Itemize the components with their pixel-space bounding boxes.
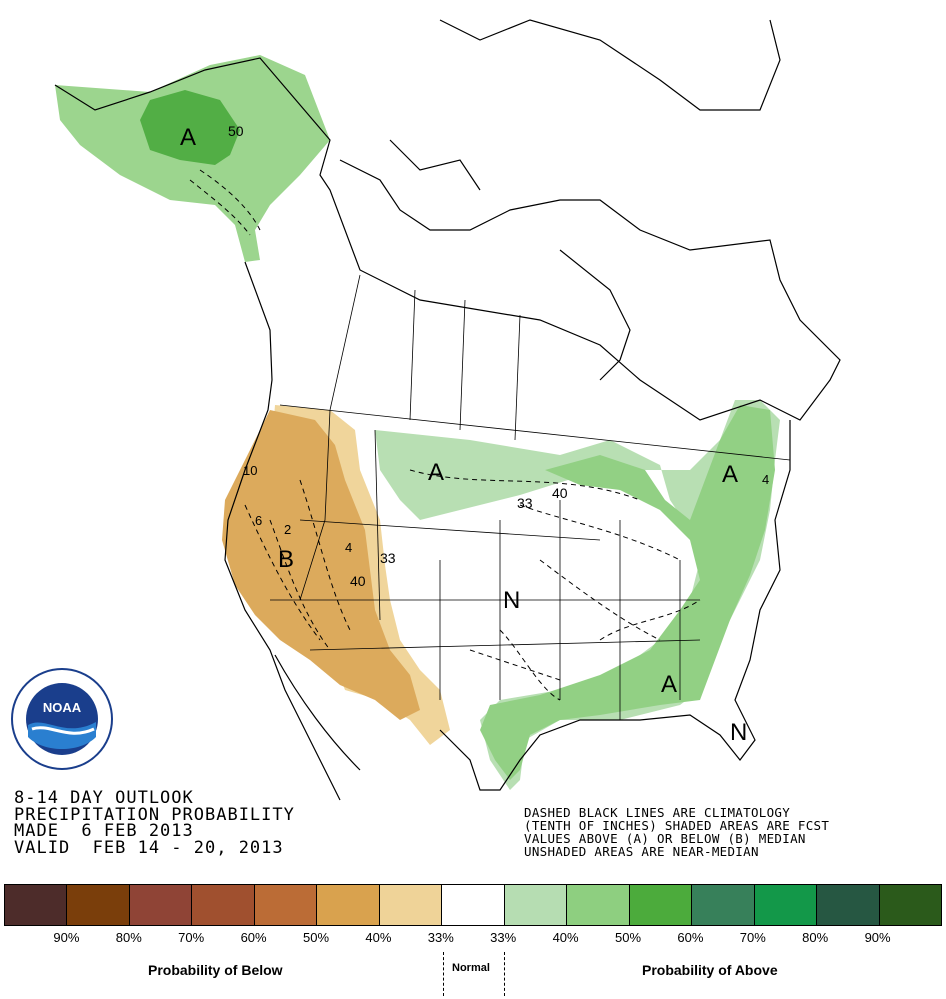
west-value-label: 6 bbox=[255, 513, 262, 528]
alaska-value-label: 50 bbox=[228, 123, 244, 139]
plains-value-label: 33 bbox=[517, 495, 533, 511]
legend-tick-label: 90% bbox=[864, 930, 891, 945]
legend-swatch bbox=[129, 885, 193, 925]
legend-swatch bbox=[5, 885, 68, 925]
east-value-label: 4 bbox=[762, 472, 769, 487]
legend-swatch bbox=[317, 885, 380, 925]
west-value-label: 10 bbox=[243, 463, 257, 478]
center-category-label: N bbox=[503, 587, 520, 614]
legend-tick-label: 40% bbox=[552, 930, 579, 945]
legend-tick-label: 60% bbox=[240, 930, 267, 945]
legend-swatch bbox=[754, 885, 818, 925]
note-line: (TENTH OF INCHES) SHADED AREAS ARE FCST bbox=[524, 818, 830, 833]
above-caption: Probability of Above bbox=[642, 962, 778, 978]
legend-swatch bbox=[817, 885, 880, 925]
legend-tick-label: 60% bbox=[677, 930, 704, 945]
legend-tick-label: 33% bbox=[490, 930, 517, 945]
outlook-map: A 50 B 10 6 2 4 40 33 A 33 40 N A 4 A N bbox=[54, 19, 841, 801]
legend-swatch bbox=[567, 885, 630, 925]
west-below-40-area bbox=[222, 410, 420, 720]
noaa-logo: NOAA bbox=[11, 668, 113, 770]
legend-tick-label: 40% bbox=[365, 930, 392, 945]
southeast-category-label: A bbox=[661, 671, 677, 698]
outlook-title: 8-14 DAY OUTLOOK bbox=[14, 788, 194, 808]
legend-tick-label: 50% bbox=[302, 930, 330, 945]
west-value-label: 40 bbox=[350, 573, 366, 589]
legend-tick-label: 80% bbox=[115, 930, 142, 945]
noaa-logo-text: NOAA bbox=[43, 700, 82, 715]
west-category-label: B bbox=[278, 546, 294, 573]
probability-legend bbox=[4, 884, 942, 926]
legend-tick-label: 70% bbox=[739, 930, 766, 945]
legend-tick-label: 70% bbox=[178, 930, 205, 945]
legend-swatch bbox=[629, 885, 693, 925]
west-value-label: 4 bbox=[345, 540, 352, 555]
legend-tick-label: 50% bbox=[614, 930, 642, 945]
outlook-subtitle: PRECIPITATION PROBABILITY bbox=[14, 804, 295, 825]
note-line: DASHED BLACK LINES ARE CLIMATOLOGY bbox=[524, 805, 791, 820]
legend-tick-label: 33% bbox=[427, 930, 454, 945]
legend-swatch bbox=[254, 885, 318, 925]
legend-swatch bbox=[67, 885, 130, 925]
outlook-title-block: 8-14 DAY OUTLOOK PRECIPITATION PROBABILI… bbox=[14, 790, 295, 856]
legend-swatch bbox=[442, 885, 505, 925]
legend-swatch bbox=[192, 885, 255, 925]
florida-category-label: N bbox=[730, 719, 747, 746]
alaska-above-50-area bbox=[140, 90, 240, 165]
legend-swatch bbox=[504, 885, 568, 925]
legend-tick-label: 90% bbox=[53, 930, 80, 945]
normal-caption: Normal bbox=[452, 962, 490, 974]
coastlines bbox=[54, 19, 841, 801]
note-line: VALUES ABOVE (A) OR BELOW (B) MEDIAN bbox=[524, 831, 806, 846]
valid-date: VALID FEB 14 - 20, 2013 bbox=[14, 837, 284, 858]
west-value-label: 33 bbox=[380, 550, 396, 566]
legend-swatch bbox=[879, 885, 942, 925]
east-category-label: A bbox=[722, 461, 738, 488]
normal-divider-right bbox=[504, 952, 505, 996]
legend-tick-labels: 90% 80% 70% 60% 50% 40% 33% 33% 40% 50% 60% 70% 80% 9… bbox=[0, 930, 946, 948]
plains-category-label: A bbox=[428, 459, 444, 486]
legend-swatch bbox=[379, 885, 443, 925]
legend-tick-label: 80% bbox=[802, 930, 829, 945]
plains-value-label: 40 bbox=[552, 485, 568, 501]
boundaries bbox=[270, 274, 791, 720]
map-notes: DASHED BLACK LINES ARE CLIMATOLOGY (TENT… bbox=[524, 806, 829, 858]
east-above-40-area bbox=[480, 405, 775, 780]
normal-divider-left bbox=[443, 952, 444, 996]
west-value-label: 2 bbox=[284, 522, 291, 537]
note-line: UNSHADED AREAS ARE NEAR-MEDIAN bbox=[524, 844, 759, 859]
made-date: MADE 6 FEB 2013 bbox=[14, 821, 194, 841]
climatology-lines bbox=[189, 169, 701, 701]
alaska-category-label: A bbox=[180, 124, 196, 151]
legend-swatch bbox=[692, 885, 755, 925]
below-caption: Probability of Below bbox=[148, 962, 283, 978]
